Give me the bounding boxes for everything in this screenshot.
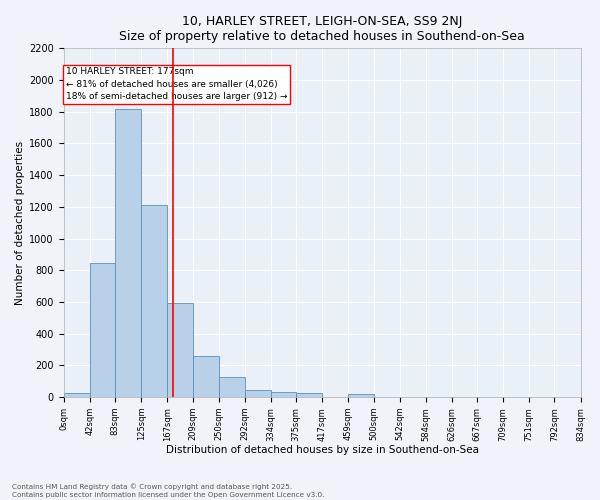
Bar: [193, 356, 218, 397]
Bar: [167, 303, 193, 397]
Text: Contains HM Land Registry data © Crown copyright and database right 2025.
Contai: Contains HM Land Registry data © Crown c…: [12, 484, 325, 498]
Bar: [218, 376, 245, 397]
Bar: [89, 262, 115, 397]
Bar: [271, 392, 296, 397]
Bar: [348, 394, 374, 397]
Bar: [115, 108, 141, 397]
Text: 10 HARLEY STREET: 177sqm
← 81% of detached houses are smaller (4,026)
18% of sem: 10 HARLEY STREET: 177sqm ← 81% of detach…: [66, 68, 287, 102]
X-axis label: Distribution of detached houses by size in Southend-on-Sea: Distribution of detached houses by size …: [166, 445, 479, 455]
Bar: [64, 393, 89, 397]
Bar: [296, 393, 322, 397]
Bar: [245, 390, 271, 397]
Title: 10, HARLEY STREET, LEIGH-ON-SEA, SS9 2NJ
Size of property relative to detached h: 10, HARLEY STREET, LEIGH-ON-SEA, SS9 2NJ…: [119, 15, 525, 43]
Y-axis label: Number of detached properties: Number of detached properties: [15, 140, 25, 305]
Bar: [141, 206, 167, 397]
